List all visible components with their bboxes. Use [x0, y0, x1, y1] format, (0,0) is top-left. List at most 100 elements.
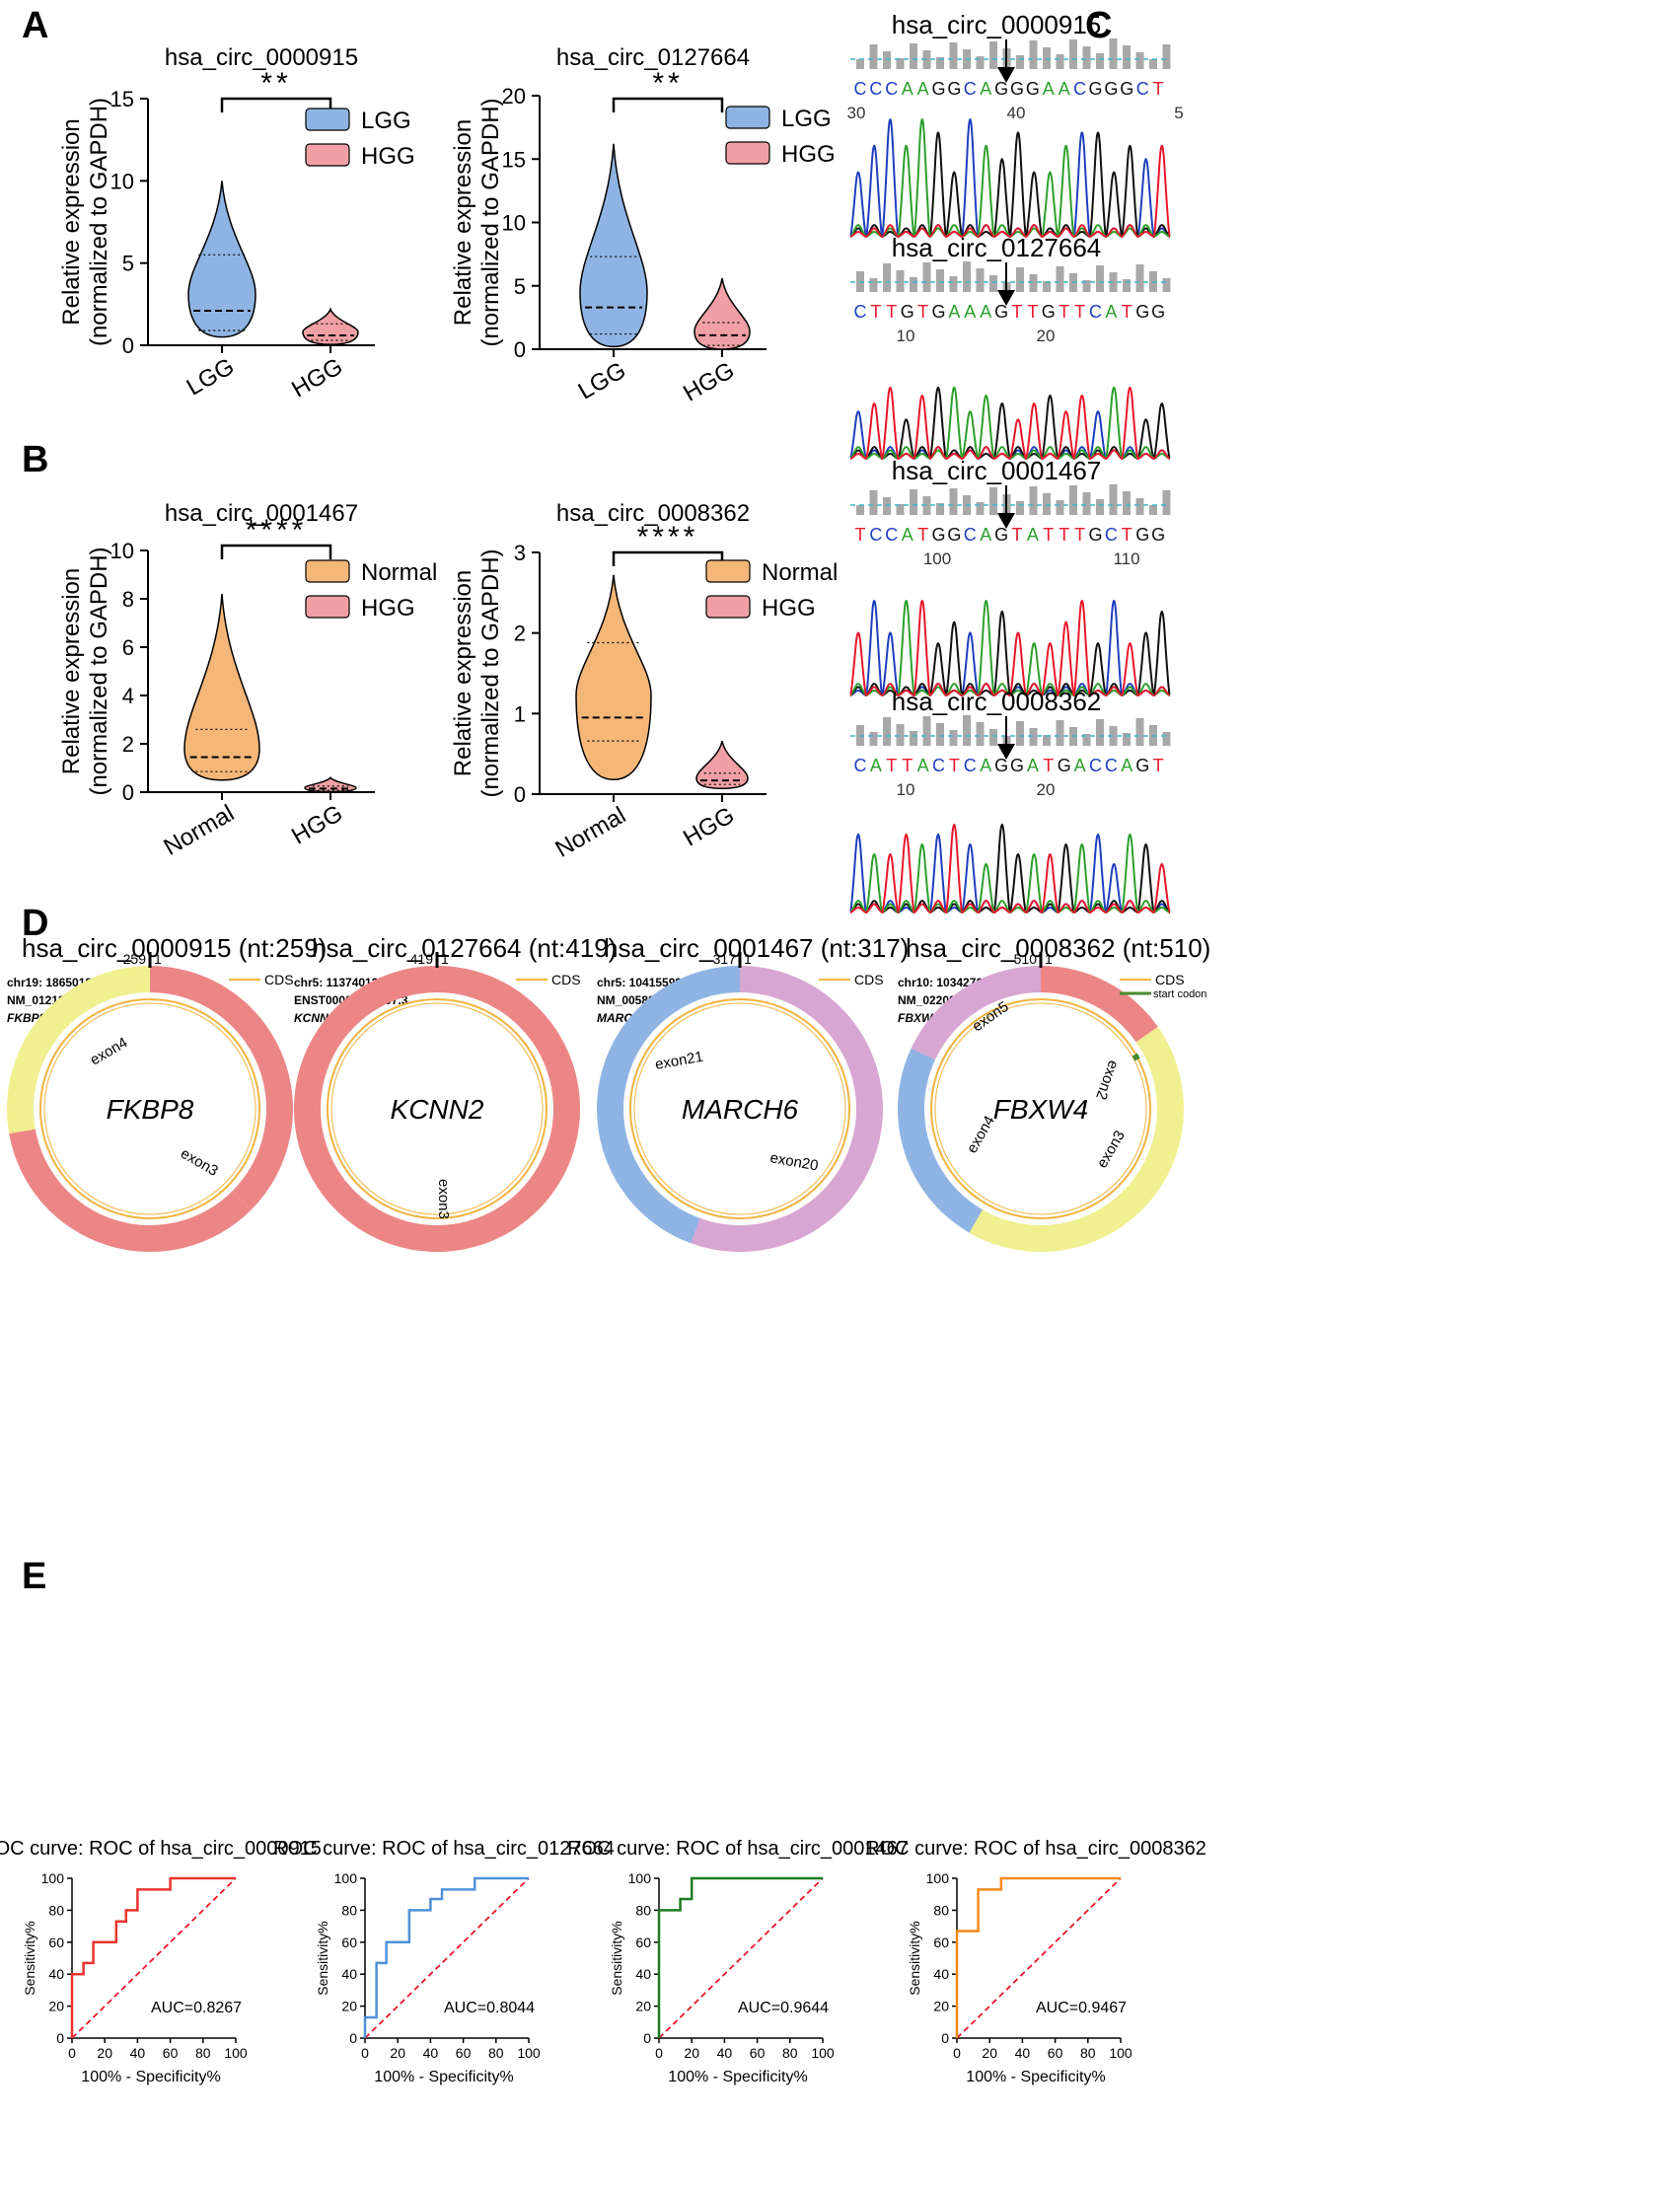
- roc-reference-line: [71, 1877, 237, 2039]
- sequence-title: hsa_circ_0000915: [892, 10, 1102, 39]
- roc-y-label: Sensitivity%: [315, 1921, 330, 1995]
- legend-label: LGG: [781, 106, 832, 132]
- exon-segment: [969, 1209, 1102, 1252]
- cds-legend-label: CDS: [1155, 972, 1185, 987]
- quality-bar: [896, 504, 905, 515]
- quality-bar: [949, 42, 958, 69]
- legend-label: Normal: [762, 559, 838, 586]
- quality-bar: [922, 262, 931, 292]
- roc-y-tick-label: 60: [48, 1935, 64, 1950]
- y-axis-label: Relative expression: [450, 119, 476, 326]
- violin-Normal: [183, 594, 260, 781]
- base-position: 10: [897, 327, 915, 345]
- quality-bar: [1109, 484, 1118, 515]
- roc-y-tick-label: 20: [48, 1999, 64, 2014]
- quality-bar: [1109, 726, 1118, 746]
- y-tick-label: 8: [122, 587, 134, 612]
- trace-C: [849, 410, 1171, 461]
- quality-bar: [976, 722, 985, 746]
- quality-bar: [1109, 272, 1118, 292]
- quality-bar: [910, 731, 917, 746]
- cds-ring-inner: [330, 1002, 544, 1215]
- base-C: C: [1073, 79, 1086, 99]
- quality-bar: [936, 723, 944, 746]
- base-A: A: [1027, 756, 1039, 775]
- quality-bar: [976, 268, 985, 292]
- cds-ring: [39, 998, 260, 1219]
- roc-x-tick-label: 40: [717, 2045, 733, 2061]
- quality-bar: [1082, 280, 1091, 292]
- legend-swatch: [305, 559, 350, 583]
- roc-y-tick-label: 40: [48, 1966, 64, 1982]
- y-tick-label: 6: [122, 635, 134, 660]
- cds-legend-label: CDS: [551, 972, 581, 987]
- legend-label: HGG: [361, 143, 415, 170]
- quality-bar: [856, 505, 864, 515]
- circrna-title: hsa_circ_0001467 (nt:317): [604, 933, 909, 963]
- junction-start: 1: [744, 951, 752, 967]
- roc-y-tick-label: 0: [643, 2030, 651, 2046]
- quality-bar: [869, 732, 878, 746]
- base-position: 20: [1037, 780, 1056, 799]
- quality-bar: [1135, 498, 1144, 515]
- quality-bar: [1082, 492, 1091, 515]
- panel-letter-B: B: [22, 439, 48, 480]
- base-A: A: [1059, 79, 1070, 99]
- exon-label: exon4: [964, 1113, 998, 1156]
- quality-bar: [1056, 266, 1064, 292]
- trace-A: [849, 386, 1170, 461]
- sequence-title: hsa_circ_0127664: [892, 233, 1102, 262]
- sequence-title: hsa_circ_0008362: [892, 687, 1102, 716]
- y-tick-label: 0: [514, 337, 526, 362]
- base-T: T: [1122, 525, 1132, 545]
- quality-bar: [896, 724, 905, 746]
- quality-bar: [922, 50, 931, 69]
- cds-ring: [930, 998, 1151, 1219]
- legend-swatch: [705, 595, 751, 619]
- trace-T: [849, 600, 1171, 697]
- quality-bar: [989, 41, 997, 69]
- quality-bar: [976, 502, 985, 515]
- base-position: 40: [1007, 104, 1026, 122]
- y-axis-label-2: (normalized to GAPDH): [477, 98, 504, 346]
- base-A: A: [980, 525, 991, 545]
- y-axis-label: Relative expression: [450, 570, 476, 776]
- base-T: T: [1153, 79, 1164, 99]
- violin-title: hsa_circ_0001467: [165, 500, 358, 527]
- y-axis-label-2: (normalized to GAPDH): [477, 548, 504, 797]
- base-A: A: [1121, 756, 1132, 775]
- quality-bar: [1162, 278, 1171, 292]
- roc-y-tick-label: 40: [635, 1966, 651, 1982]
- quality-bar: [1016, 267, 1024, 292]
- trace-G: [849, 386, 1171, 461]
- quality-bar: [1096, 499, 1104, 515]
- y-tick-label: 15: [110, 87, 134, 111]
- violin-HGG: [695, 740, 749, 790]
- exon-segment: [7, 966, 150, 1134]
- violin-HGG: [302, 307, 359, 345]
- roc-x-tick-label: 60: [456, 2045, 472, 2061]
- exon-segment: [1041, 966, 1158, 1043]
- roc-auc: AUC=0.8044: [444, 2000, 535, 2016]
- quality-bar: [1016, 501, 1024, 515]
- base-G: G: [1058, 756, 1071, 775]
- circrna-host-gene: FKBP8: [107, 1094, 194, 1125]
- roc-curve: [955, 1876, 1121, 2038]
- roc-y-tick-label: 20: [341, 1999, 357, 2014]
- quality-bar: [1082, 46, 1091, 69]
- base-T: T: [870, 302, 881, 322]
- circrna-host-gene: KCNN2: [391, 1094, 484, 1125]
- base-A: A: [980, 756, 991, 775]
- base-C: C: [854, 79, 867, 99]
- base-T: T: [1059, 525, 1069, 545]
- significance-bracket: [220, 544, 332, 559]
- quality-bar: [1056, 54, 1064, 69]
- quality-bar: [1162, 732, 1171, 746]
- quality-bar: [922, 716, 931, 746]
- exon-segment: [911, 966, 1041, 1060]
- roc-x-tick-label: 80: [488, 2045, 504, 2061]
- roc-title: ROC curve: ROC of hsa_circ_0127664: [273, 1838, 615, 1860]
- base-A: A: [1105, 302, 1117, 322]
- y-tick-label: 1: [514, 701, 526, 726]
- cds-legend-label: CDS: [854, 972, 884, 987]
